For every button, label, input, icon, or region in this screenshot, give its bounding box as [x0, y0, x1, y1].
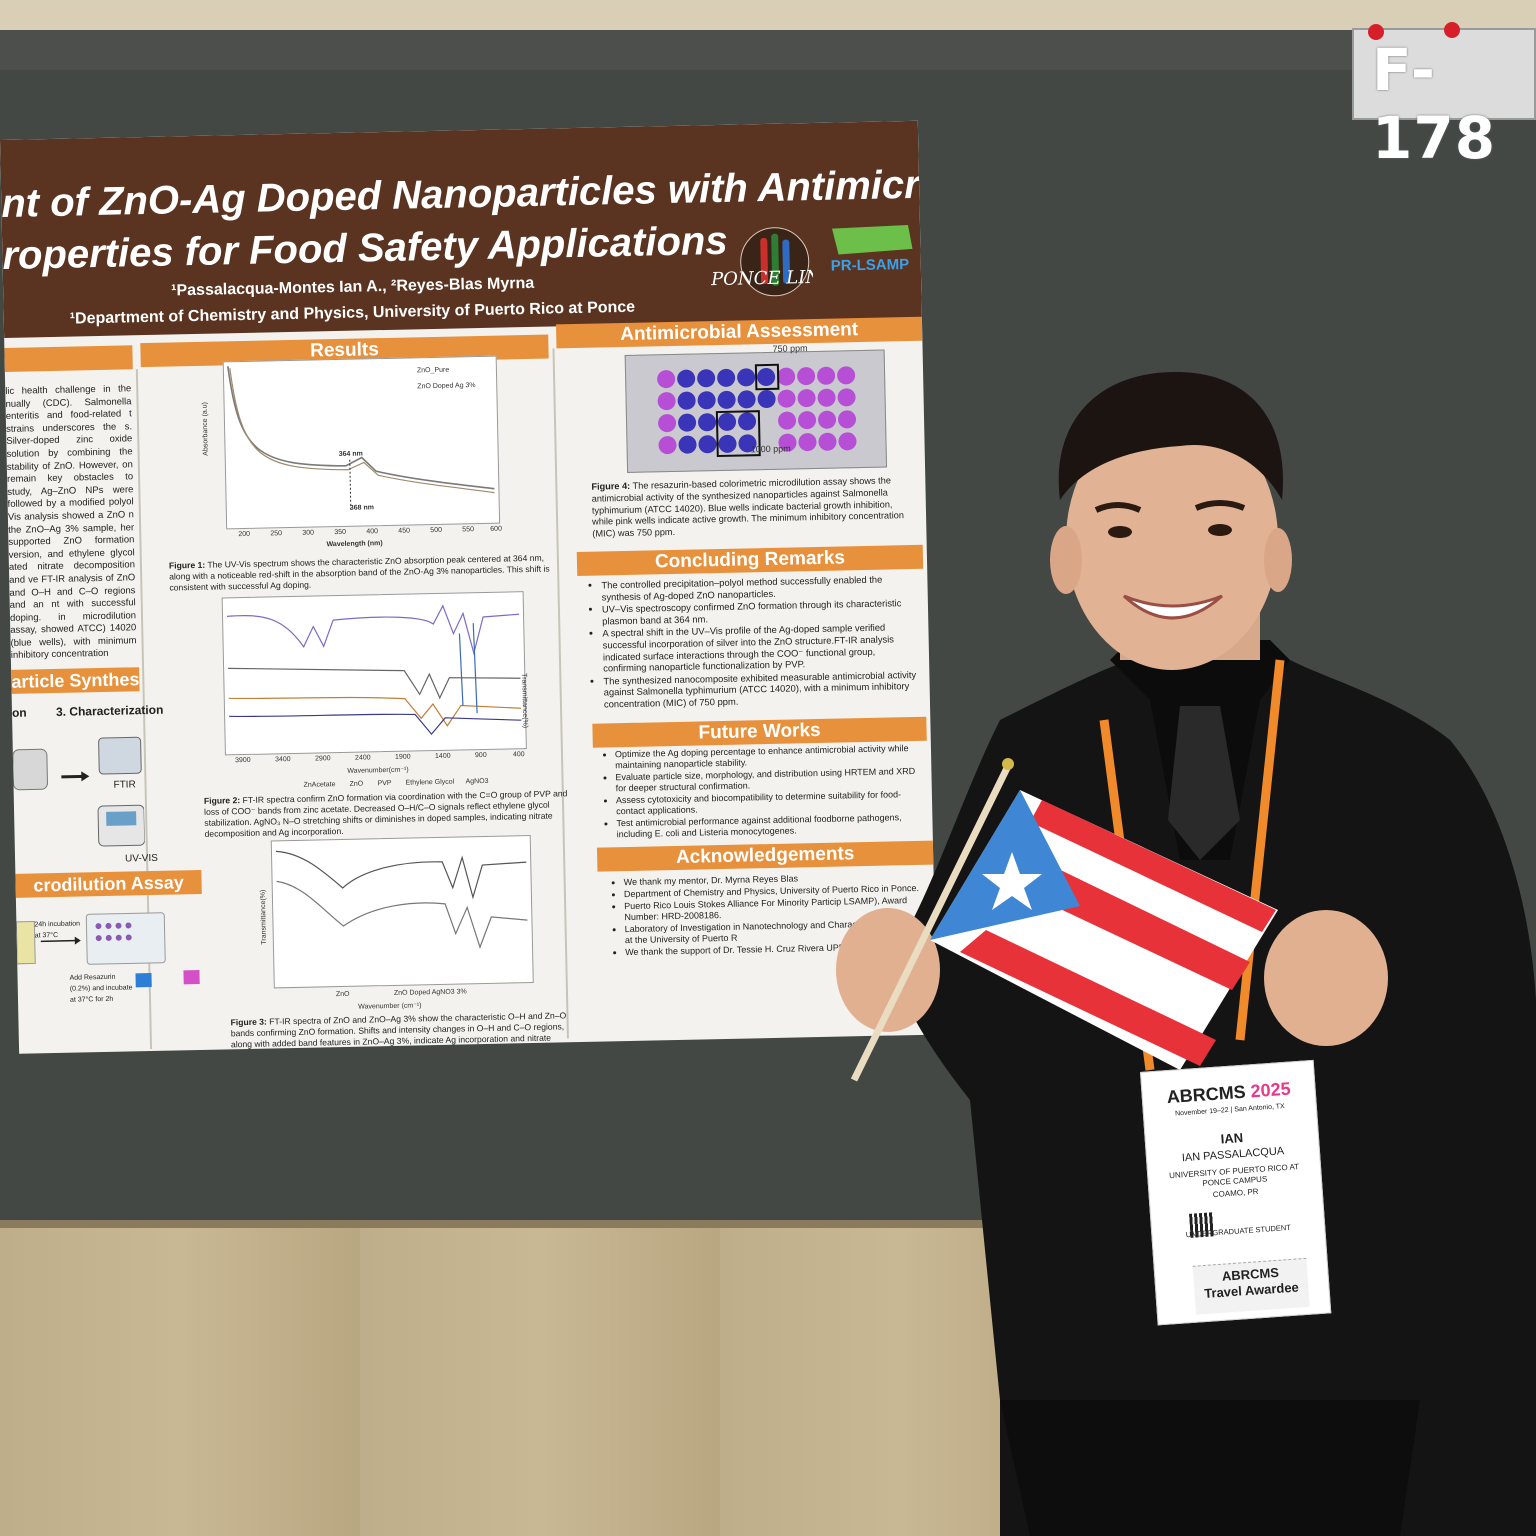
microdilution-assay-diagram — [16, 912, 200, 988]
figure1-uvvis-plot — [222, 355, 501, 530]
trousers — [1000, 1400, 1420, 1536]
badge-event-name: ABRCMS — [1166, 1081, 1247, 1108]
lab-instruments-icon — [12, 736, 146, 847]
pr-lsamp-logo-text: PR-LSAMP — [831, 256, 910, 275]
booth-number-sign: F-178 — [1352, 28, 1536, 172]
microplate-photo — [624, 349, 888, 473]
left-eye — [1108, 526, 1132, 538]
travel-awardee-ribbon: ABRCMS Travel Awardee — [1192, 1257, 1310, 1315]
right-hand — [1264, 910, 1388, 1046]
flag-stick-tip — [1002, 758, 1014, 770]
hair — [1058, 371, 1284, 500]
right-ear — [1264, 528, 1292, 592]
left-ear — [1050, 526, 1082, 594]
smile — [1122, 594, 1223, 620]
badge-role: UNDERGRADUATE STUDENT — [1185, 1222, 1292, 1240]
right-eyebrow — [1194, 500, 1246, 511]
left-hand — [836, 908, 940, 1032]
flag-stick — [850, 760, 1014, 1082]
push-pin-icon — [1444, 22, 1460, 38]
figure2-ftir-plot — [221, 591, 527, 756]
left-eyebrow — [1094, 502, 1142, 513]
tie — [1168, 706, 1240, 860]
push-pin-icon — [1368, 24, 1384, 40]
figure2-curves — [226, 604, 522, 736]
face — [1066, 410, 1278, 670]
figure1-curves — [226, 366, 495, 510]
badge-event-year: 2025 — [1249, 1078, 1292, 1102]
lanyard-right — [1235, 659, 1285, 1041]
figure3-curves — [275, 850, 528, 949]
pr-lsamp-logo: PR-LSAMP — [831, 225, 913, 275]
booth-number: F-178 — [1372, 36, 1497, 172]
research-poster: nt of ZnO-Ag Doped Nanoparticles with An… — [0, 120, 937, 1054]
linc-logo: PONCE LINC — [710, 227, 814, 297]
name-badge: ABRCMS 2025 November 19–22 | San Antonio… — [1140, 1059, 1332, 1326]
puerto-rico-flag-icon — [930, 790, 1278, 1070]
linc-logo-text: PONCE LINC — [710, 267, 814, 291]
microplate-wells — [657, 363, 857, 458]
figure3-ftir-plot — [270, 835, 534, 989]
floor-edge — [0, 1220, 1536, 1228]
right-eye — [1208, 524, 1232, 536]
